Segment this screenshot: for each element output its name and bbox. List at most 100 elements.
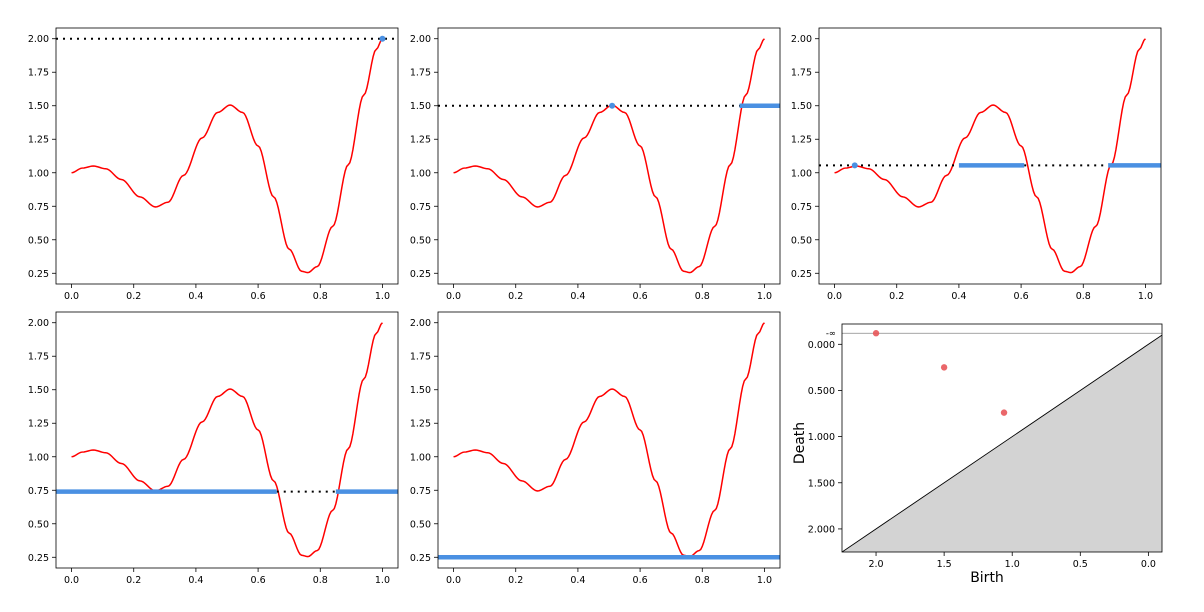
- diagonal-line: [842, 334, 1162, 552]
- x-tick-label: 0.0: [1141, 559, 1156, 570]
- y-tick-label: 1.75: [410, 352, 431, 363]
- axes-frame: [437, 311, 781, 569]
- y-tick-label: 2.00: [791, 34, 812, 45]
- y-tick-label: 0.75: [410, 202, 431, 213]
- x-axis-label: Birth: [970, 570, 1004, 586]
- persistence-point: [1000, 409, 1008, 416]
- x-tick-label: 1.0: [1138, 291, 1153, 302]
- x-tick-label: 0.0: [64, 291, 79, 302]
- axes-frame: [55, 27, 399, 285]
- critical-point: [851, 162, 858, 169]
- function-curve: [453, 38, 766, 274]
- y-tick-label: 1.25: [28, 135, 49, 146]
- x-tick-label: 1.0: [757, 291, 772, 302]
- x-tick-label: 0.6: [251, 291, 266, 302]
- y-tick-label: 1.50: [28, 385, 49, 396]
- x-tick-label: 0.8: [313, 575, 328, 586]
- filtration-panel-4: 0.0 0.2 0.4 0.6 0.8 1.0 0.25 0.50 0.75 1.00 1.25 1.…: [28, 311, 399, 586]
- axes-frame: [841, 323, 1163, 553]
- persistence-point: [940, 364, 948, 371]
- y-tick-label: 0.50: [410, 235, 431, 246]
- x-tick-label: 0.4: [570, 575, 585, 586]
- y-tick-label: 2.00: [410, 318, 431, 329]
- x-tick-label: 0.2: [126, 291, 141, 302]
- y-tick-label: 1.00: [410, 168, 431, 179]
- x-tick-label: 0.6: [633, 575, 648, 586]
- y-tick-label: 1.50: [791, 101, 812, 112]
- x-tick-label: 0.0: [446, 575, 461, 586]
- y-tick-label: 1.75: [410, 68, 431, 79]
- y-tick-label: 0.50: [28, 235, 49, 246]
- y-tick-label: 1.75: [791, 68, 812, 79]
- y-tick-label: 0.25: [410, 269, 431, 280]
- y-tick-label: 0.50: [410, 519, 431, 530]
- y-axis-label: Death: [792, 422, 808, 464]
- x-tick-label: 0.4: [951, 291, 966, 302]
- persistence-diagram: -∞ 2.0 1.5 1.0 0.5 0.0 0.000 0.500 1.000 1.500 2.0…: [792, 323, 1163, 586]
- x-tick-label: 0.0: [64, 575, 79, 586]
- x-tick-label: 0.5: [1073, 559, 1088, 570]
- y-tick-label: 0.75: [28, 486, 49, 497]
- x-tick-label: 0.0: [827, 291, 842, 302]
- x-tick-label: 0.2: [889, 291, 904, 302]
- x-tick-label: 0.8: [695, 575, 710, 586]
- x-tick-label: 0.2: [126, 575, 141, 586]
- x-tick-label: 2.0: [868, 559, 883, 570]
- y-tick-label: 0.25: [28, 269, 49, 280]
- function-curve: [71, 38, 384, 274]
- y-tick-label: 2.000: [808, 524, 835, 535]
- y-tick-label: 0.000: [808, 340, 835, 351]
- critical-point: [379, 35, 386, 42]
- function-curve: [834, 38, 1147, 274]
- x-tick-label: 0.4: [570, 291, 585, 302]
- y-tick-label: 0.75: [791, 202, 812, 213]
- y-tick-label: 0.50: [791, 235, 812, 246]
- x-tick-label: 0.6: [633, 291, 648, 302]
- filtration-panel-5: 0.0 0.2 0.4 0.6 0.8 1.0 0.25 0.50 0.75 1.00 1.25 1.…: [410, 311, 781, 586]
- x-tick-label: 1.0: [375, 575, 390, 586]
- y-tick-label: 1.00: [28, 168, 49, 179]
- axes-frame: [437, 27, 781, 285]
- y-tick-label: 0.25: [410, 553, 431, 564]
- y-tick-label: 1.25: [28, 419, 49, 430]
- y-tick-label: 1.00: [791, 168, 812, 179]
- y-tick-label: 1.25: [410, 135, 431, 146]
- y-tick-label: 1.25: [791, 135, 812, 146]
- y-tick-label: 0.50: [28, 519, 49, 530]
- infinity-label: -∞: [826, 329, 836, 339]
- x-tick-label: 1.0: [375, 291, 390, 302]
- filtration-panel-2: 0.0 0.2 0.4 0.6 0.8 1.0 0.25 0.50 0.75 1.00 1.25 1.…: [410, 27, 781, 302]
- x-tick-label: 0.8: [313, 291, 328, 302]
- persistence-point: [872, 330, 880, 337]
- x-tick-label: 1.0: [1005, 559, 1020, 570]
- x-tick-label: 0.0: [446, 291, 461, 302]
- x-tick-label: 0.4: [188, 575, 203, 586]
- filtration-panel-3: 0.0 0.2 0.4 0.6 0.8 1.0 0.25 0.50 0.75 1.00 1.25 1.…: [791, 27, 1162, 302]
- x-tick-label: 1.0: [757, 575, 772, 586]
- y-tick-label: 0.75: [28, 202, 49, 213]
- y-tick-label: 1.25: [410, 419, 431, 430]
- x-tick-label: 1.5: [937, 559, 952, 570]
- axes-frame: [818, 27, 1162, 285]
- y-tick-label: 2.00: [28, 34, 49, 45]
- y-tick-label: 0.25: [791, 269, 812, 280]
- y-tick-label: 2.00: [28, 318, 49, 329]
- y-tick-label: 1.00: [28, 452, 49, 463]
- x-tick-label: 0.8: [1076, 291, 1091, 302]
- y-tick-label: 1.50: [410, 101, 431, 112]
- x-tick-label: 0.6: [1014, 291, 1029, 302]
- y-tick-label: 1.75: [28, 68, 49, 79]
- y-tick-label: 1.00: [410, 452, 431, 463]
- y-tick-label: 0.25: [28, 553, 49, 564]
- x-tick-label: 0.2: [508, 575, 523, 586]
- function-curve: [453, 322, 766, 558]
- x-tick-label: 0.6: [251, 575, 266, 586]
- y-tick-label: 1.500: [808, 478, 835, 489]
- filtration-panel-1: 0.0 0.2 0.4 0.6 0.8 1.0 0.25 0.50 0.75 1.00 1.25 1.…: [28, 27, 399, 302]
- function-curve: [71, 322, 384, 558]
- y-tick-label: 1.50: [410, 385, 431, 396]
- critical-point: [609, 102, 616, 109]
- y-tick-label: 0.500: [808, 386, 835, 397]
- x-tick-label: 0.4: [188, 291, 203, 302]
